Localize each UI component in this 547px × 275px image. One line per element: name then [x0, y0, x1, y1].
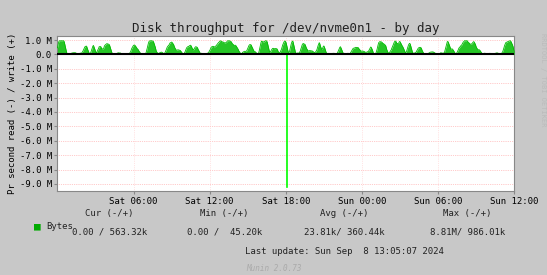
Text: Munin 2.0.73: Munin 2.0.73: [246, 264, 301, 273]
Text: Min (-/+): Min (-/+): [200, 209, 248, 218]
Text: 0.00 /  45.20k: 0.00 / 45.20k: [187, 228, 262, 237]
Title: Disk throughput for /dev/nvme0n1 - by day: Disk throughput for /dev/nvme0n1 - by da…: [132, 21, 440, 35]
Text: Max (-/+): Max (-/+): [444, 209, 492, 218]
Text: 8.81M/ 986.01k: 8.81M/ 986.01k: [430, 228, 505, 237]
Text: Last update: Sun Sep  8 13:05:07 2024: Last update: Sun Sep 8 13:05:07 2024: [245, 247, 444, 256]
Text: ■: ■: [34, 222, 40, 232]
Text: Cur (-/+): Cur (-/+): [85, 209, 133, 218]
Y-axis label: Pr second read (-) / write (+): Pr second read (-) / write (+): [8, 33, 17, 194]
Text: 0.00 / 563.32k: 0.00 / 563.32k: [72, 228, 147, 237]
Text: Bytes: Bytes: [46, 222, 73, 231]
Text: RRDTOOL / TOBI OETIKER: RRDTOOL / TOBI OETIKER: [540, 33, 546, 126]
Text: 23.81k/ 360.44k: 23.81k/ 360.44k: [304, 228, 385, 237]
Text: Avg (-/+): Avg (-/+): [321, 209, 369, 218]
